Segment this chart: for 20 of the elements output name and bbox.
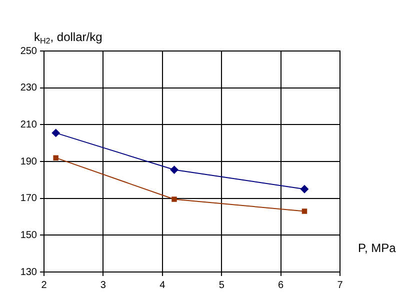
y-tick-label: 130 <box>20 266 38 278</box>
x-axis-title: P, MPa <box>358 241 396 255</box>
point <box>52 128 60 137</box>
y-tick-label: 210 <box>20 119 38 130</box>
point <box>53 155 58 160</box>
x-tick-label: 4 <box>160 280 166 291</box>
y-tick-label: 190 <box>20 156 38 168</box>
point <box>302 208 308 214</box>
point <box>170 166 178 174</box>
y-tick-label: 250 <box>20 46 38 57</box>
x-tick-label: 7 <box>337 280 344 291</box>
y-tick-label: 150 <box>20 230 38 241</box>
y-tick-label: 170 <box>20 193 38 204</box>
y-tick-label: 230 <box>20 82 38 94</box>
x-tick-label: 5 <box>218 280 225 291</box>
point <box>172 196 177 202</box>
x-tick-label: 6 <box>278 280 284 291</box>
x-tick-label: 3 <box>100 280 106 291</box>
x-tick-label: 2 <box>41 280 48 291</box>
point <box>300 185 308 194</box>
